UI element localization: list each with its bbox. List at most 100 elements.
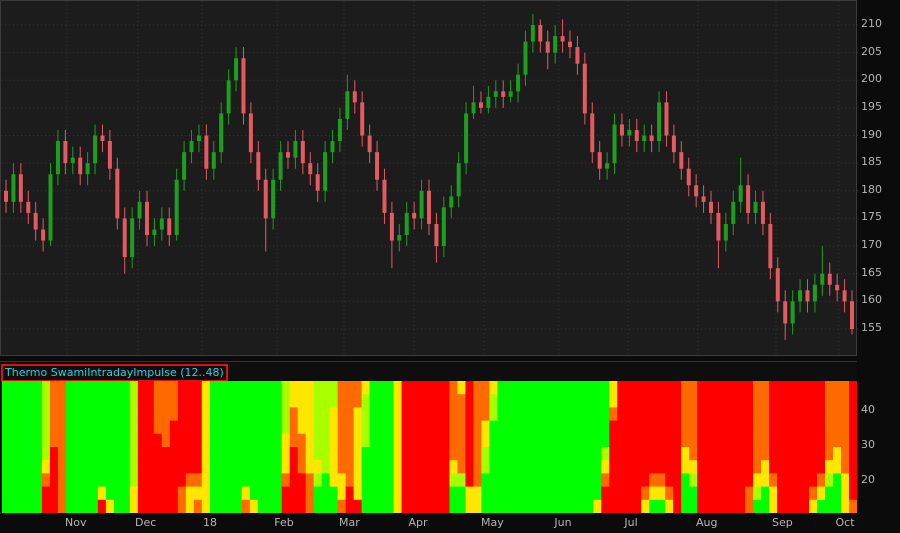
heatmap-cell <box>417 420 427 435</box>
heatmap-cell <box>545 394 554 408</box>
heatmap-cell <box>353 407 363 422</box>
candle-down <box>694 174 699 208</box>
heatmap-cell <box>289 447 299 461</box>
heatmap-cell <box>9 499 19 513</box>
heatmap-cell <box>545 447 554 461</box>
heatmap-cell <box>665 433 674 448</box>
heatmap-cell <box>441 447 451 461</box>
heatmap-cell <box>105 486 115 501</box>
heatmap-cell <box>473 499 483 513</box>
heatmap-cell <box>209 420 219 435</box>
heatmap-cell <box>409 433 419 448</box>
heatmap-cell <box>737 433 746 448</box>
heatmap-cell <box>345 499 355 513</box>
heatmap-cell <box>337 447 347 461</box>
heatmap-cell <box>457 460 467 474</box>
heatmap-cell <box>49 460 59 474</box>
candle-down <box>545 30 550 70</box>
heatmap-cell <box>249 486 259 501</box>
heatmap-cell <box>617 486 626 501</box>
candle-down <box>248 102 253 164</box>
heatmap-cell <box>377 486 387 501</box>
candle-up <box>753 190 758 224</box>
heatmap-cell <box>9 420 19 435</box>
heatmap-cell <box>17 420 27 435</box>
heatmap-cell <box>361 447 371 461</box>
candle-body <box>360 102 365 136</box>
candle-body <box>412 212 417 219</box>
heatmap-cell <box>201 381 211 395</box>
heatmap-cell <box>505 473 515 488</box>
heatmap-cell <box>153 433 163 448</box>
heatmap-cell <box>249 433 259 448</box>
heatmap-cell <box>393 407 403 422</box>
heatmap-cell <box>161 381 171 395</box>
candle-down <box>308 152 313 186</box>
heatmap-cell <box>313 460 323 474</box>
heatmap-cell <box>641 473 650 488</box>
heatmap-cell <box>737 460 746 474</box>
heatmap-cell <box>545 433 554 448</box>
candle-body <box>308 163 313 175</box>
heatmap-cell <box>257 381 267 395</box>
heatmap-cell <box>737 486 746 501</box>
candle-body <box>486 96 491 108</box>
candle-body <box>493 91 498 97</box>
heatmap-cell <box>425 407 435 422</box>
heatmap-cell <box>385 433 395 448</box>
study-title[interactable]: Thermo SwamiIntradayImpulse (12..48) <box>1 364 228 382</box>
heatmap-cell <box>745 407 754 422</box>
date-tick-label: May <box>481 516 504 529</box>
heatmap-cell <box>65 420 75 435</box>
date-tick-label: Apr <box>408 516 428 529</box>
heatmap-cell <box>217 447 227 461</box>
heatmap-cell <box>65 460 75 474</box>
candle-up <box>731 190 736 236</box>
heatmap-cell <box>641 499 650 513</box>
heatmap-cell <box>65 381 75 395</box>
candle-down <box>560 19 565 53</box>
heatmap-cell <box>569 499 578 513</box>
heatmap-cell <box>385 486 395 501</box>
heatmap-cell <box>9 407 19 422</box>
candle-body <box>11 174 16 202</box>
heatmap-cell <box>545 499 554 513</box>
heatmap-cell <box>33 486 43 501</box>
heatmap-cell <box>825 486 834 501</box>
candle-body <box>375 152 380 180</box>
heatmap-cell <box>489 407 499 422</box>
heatmap-cell <box>425 499 435 513</box>
heatmap-cell <box>697 460 706 474</box>
heatmap-cell <box>225 486 235 501</box>
candle-down <box>18 163 23 213</box>
heatmap-cell <box>497 499 507 513</box>
heatmap-cell <box>497 473 507 488</box>
heatmap-cell <box>217 407 227 422</box>
heatmap-cell <box>801 420 810 435</box>
heatmap-cell <box>569 447 578 461</box>
heatmap-cell <box>401 460 411 474</box>
heatmap-cell <box>849 499 857 513</box>
heatmap-cell <box>729 407 738 422</box>
heatmap-cell <box>633 420 642 435</box>
heatmap-cell <box>361 473 371 488</box>
candle-down <box>582 52 587 125</box>
heatmap-cell <box>233 486 243 501</box>
heatmap-cell <box>505 433 515 448</box>
heatmap-cell <box>161 420 171 435</box>
heatmap-cell <box>73 381 83 395</box>
heatmap-cell <box>617 499 626 513</box>
heatmap-cell <box>249 473 259 488</box>
heatmap-cell <box>457 407 467 422</box>
candle-down <box>575 36 580 75</box>
candle-down <box>122 207 127 274</box>
price-chart-panel[interactable] <box>0 0 858 357</box>
heatmap-cell <box>745 447 754 461</box>
candle-body <box>263 179 268 219</box>
heatmap-cell <box>625 447 634 461</box>
price-tick-label: 195 <box>861 99 882 113</box>
heatmap-cell <box>249 394 259 408</box>
heatmap-cell <box>289 473 299 488</box>
candle-up <box>130 207 135 269</box>
heatmap-cell <box>121 433 131 448</box>
